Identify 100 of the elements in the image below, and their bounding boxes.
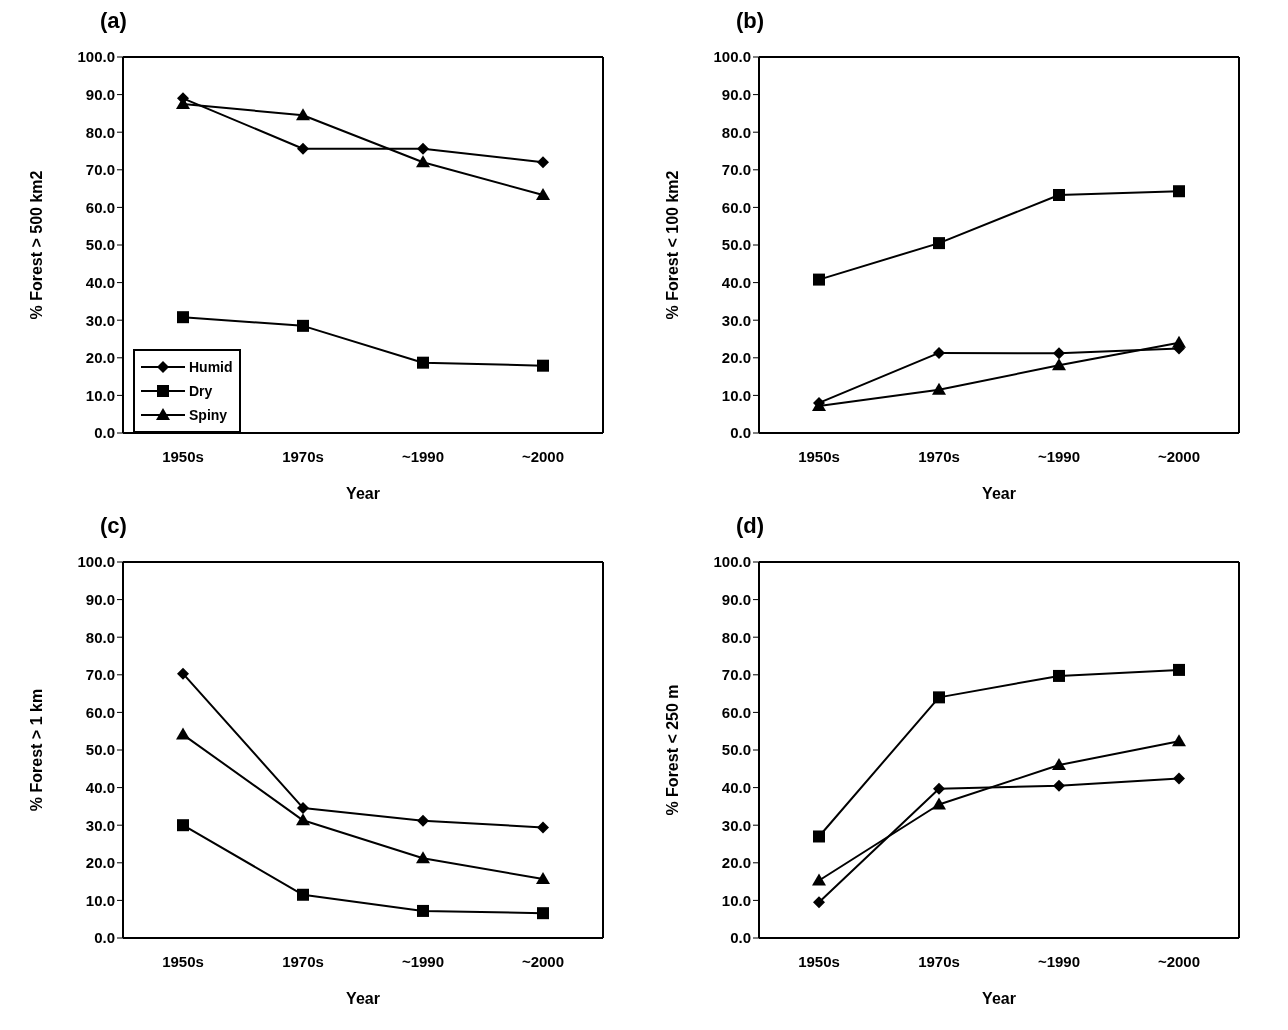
- point: [1173, 185, 1185, 198]
- x-tick-label: 1950s: [798, 447, 840, 465]
- y-tick-label: 100.0: [713, 553, 751, 571]
- point: [417, 142, 429, 155]
- point: [1172, 335, 1186, 348]
- chart-title: (c): [100, 513, 127, 539]
- y-axis-title: % Forest < 100 km2: [663, 170, 681, 320]
- y-tick-label: 80.0: [721, 123, 751, 141]
- y-tick-label: 90.0: [721, 85, 751, 103]
- y-tick-label: 60.0: [721, 703, 751, 721]
- point: [537, 907, 549, 920]
- y-tick-label: 80.0: [85, 628, 115, 646]
- x-tick-label: 1970s: [282, 952, 324, 970]
- point: [416, 155, 430, 168]
- y-tick-label: 30.0: [721, 816, 751, 834]
- point: [812, 873, 826, 886]
- x-tick-label: ~2000: [1157, 447, 1201, 465]
- point: [536, 187, 550, 200]
- y-tick-label: 40.0: [721, 273, 751, 291]
- point: [536, 871, 550, 884]
- point: [932, 382, 946, 395]
- y-tick-label: 100.0: [77, 553, 115, 571]
- y-tick-label: 50.0: [85, 741, 115, 759]
- chart-title: (d): [736, 513, 765, 539]
- point: [933, 346, 945, 359]
- y-tick-label: 80.0: [721, 628, 751, 646]
- x-tick-label: ~1990: [401, 952, 445, 970]
- point: [177, 819, 189, 832]
- y-tick-label: 0.0: [730, 424, 751, 442]
- x-tick-label: ~1990: [1037, 952, 1081, 970]
- point: [813, 896, 825, 909]
- y-tick-label: 70.0: [721, 666, 751, 684]
- x-axis-title: Year: [982, 990, 1016, 1007]
- x-axis-title: Year: [982, 485, 1016, 502]
- y-tick-label: 20.0: [721, 854, 751, 872]
- y-tick-label: 40.0: [721, 778, 751, 796]
- y-tick-label: 40.0: [85, 273, 115, 291]
- y-tick-label: 50.0: [721, 236, 751, 254]
- x-tick-label: ~1990: [401, 447, 445, 465]
- y-tick-label: 0.0: [94, 929, 115, 947]
- y-tick-label: 20.0: [721, 349, 751, 367]
- x-tick-label: 1970s: [918, 952, 960, 970]
- x-tick-label: ~2000: [521, 447, 565, 465]
- point: [1173, 663, 1185, 676]
- point: [296, 108, 310, 121]
- point: [297, 142, 309, 155]
- point: [537, 359, 549, 372]
- y-tick-label: 10.0: [721, 891, 751, 909]
- point: [932, 797, 946, 810]
- y-tick-label: 90.0: [85, 590, 115, 608]
- y-tick-label: 40.0: [85, 778, 115, 796]
- point: [813, 830, 825, 843]
- point: [813, 273, 825, 286]
- x-tick-label: 1950s: [162, 952, 204, 970]
- y-tick-label: 60.0: [85, 703, 115, 721]
- legend-label: Dry: [189, 383, 213, 399]
- x-tick-label: ~1990: [1037, 447, 1081, 465]
- point: [296, 813, 310, 826]
- y-axis-title: % Forest > 1 km: [27, 688, 45, 812]
- x-tick-label: 1970s: [282, 447, 324, 465]
- point: [297, 801, 309, 814]
- point: [417, 904, 429, 917]
- y-tick-label: 60.0: [721, 198, 751, 216]
- point: [297, 888, 309, 901]
- y-tick-label: 10.0: [85, 891, 115, 909]
- y-tick-label: 10.0: [721, 386, 751, 404]
- x-tick-label: ~2000: [521, 952, 565, 970]
- y-tick-label: 10.0: [85, 386, 115, 404]
- point: [176, 727, 190, 740]
- point: [417, 356, 429, 369]
- y-tick-label: 70.0: [721, 161, 751, 179]
- chart-title: (a): [100, 8, 127, 34]
- point: [1172, 734, 1186, 747]
- legend-label: Spiny: [189, 407, 228, 423]
- point: [1053, 347, 1065, 360]
- x-axis-title: Year: [346, 990, 380, 1007]
- point: [933, 237, 945, 250]
- point: [1053, 669, 1065, 682]
- legend-label: Humid: [189, 359, 233, 375]
- point: [933, 782, 945, 795]
- y-tick-label: 90.0: [721, 590, 751, 608]
- point: [177, 311, 189, 324]
- chart-title: (b): [736, 8, 765, 34]
- point: [1052, 358, 1066, 371]
- x-tick-label: 1950s: [798, 952, 840, 970]
- point: [1053, 188, 1065, 201]
- point: [537, 821, 549, 834]
- y-axis-title: % Forest < 250 m: [663, 684, 681, 816]
- x-tick-label: 1950s: [162, 447, 204, 465]
- y-tick-label: 60.0: [85, 198, 115, 216]
- y-tick-label: 70.0: [85, 666, 115, 684]
- y-tick-label: 50.0: [721, 741, 751, 759]
- point: [417, 814, 429, 827]
- point: [933, 691, 945, 704]
- y-tick-label: 20.0: [85, 854, 115, 872]
- x-axis-title: Year: [346, 485, 380, 502]
- point: [1052, 758, 1066, 771]
- y-axis-title: % Forest > 500 km2: [27, 170, 45, 320]
- point: [177, 667, 189, 680]
- point: [416, 851, 430, 864]
